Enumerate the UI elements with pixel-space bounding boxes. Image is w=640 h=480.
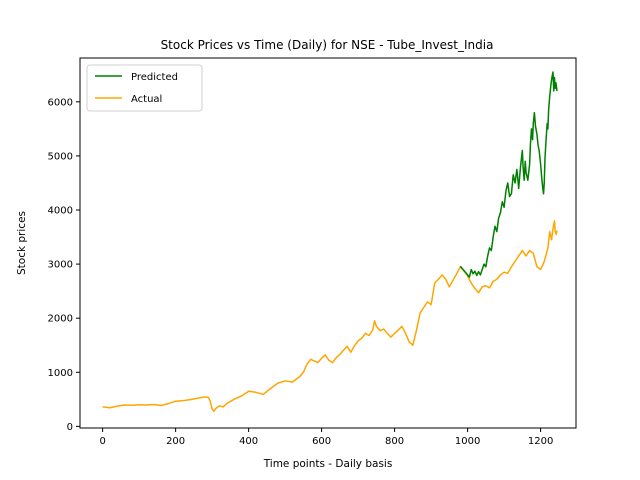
y-tick-label: 3000 <box>48 260 73 271</box>
legend: Predicted Actual <box>86 64 203 112</box>
x-tick-label: 200 <box>166 436 185 447</box>
legend-label-predicted: Predicted <box>131 72 178 83</box>
y-axis-ticks: 0 1000 2000 3000 4000 5000 6000 <box>48 97 80 433</box>
x-tick-label: 400 <box>239 436 258 447</box>
series-line-predicted <box>459 71 558 278</box>
x-tick-label: 1200 <box>528 436 553 447</box>
y-tick-label: 5000 <box>48 151 73 162</box>
y-axis-label: Stock prices <box>16 211 28 275</box>
x-tick-label: 800 <box>385 436 404 447</box>
y-tick-label: 2000 <box>48 314 73 325</box>
chart-title: Stock Prices vs Time (Daily) for NSE - T… <box>161 38 494 52</box>
x-tick-label: 1000 <box>455 436 480 447</box>
x-axis-label: Time points - Daily basis <box>263 458 393 470</box>
x-tick-label: 0 <box>99 436 105 447</box>
plot-frame <box>79 57 577 429</box>
y-tick-label: 4000 <box>48 206 73 217</box>
y-tick-label: 6000 <box>48 97 73 108</box>
x-tick-label: 600 <box>312 436 331 447</box>
x-axis-ticks: 0 200 400 600 800 1000 1200 <box>99 428 553 447</box>
plot-area <box>79 57 577 429</box>
series-layer <box>102 71 558 412</box>
series-line-actual <box>102 220 558 412</box>
y-tick-label: 1000 <box>48 368 73 379</box>
y-tick-label: 0 <box>67 422 73 433</box>
plot-background <box>80 58 576 428</box>
legend-label-actual: Actual <box>131 94 162 105</box>
